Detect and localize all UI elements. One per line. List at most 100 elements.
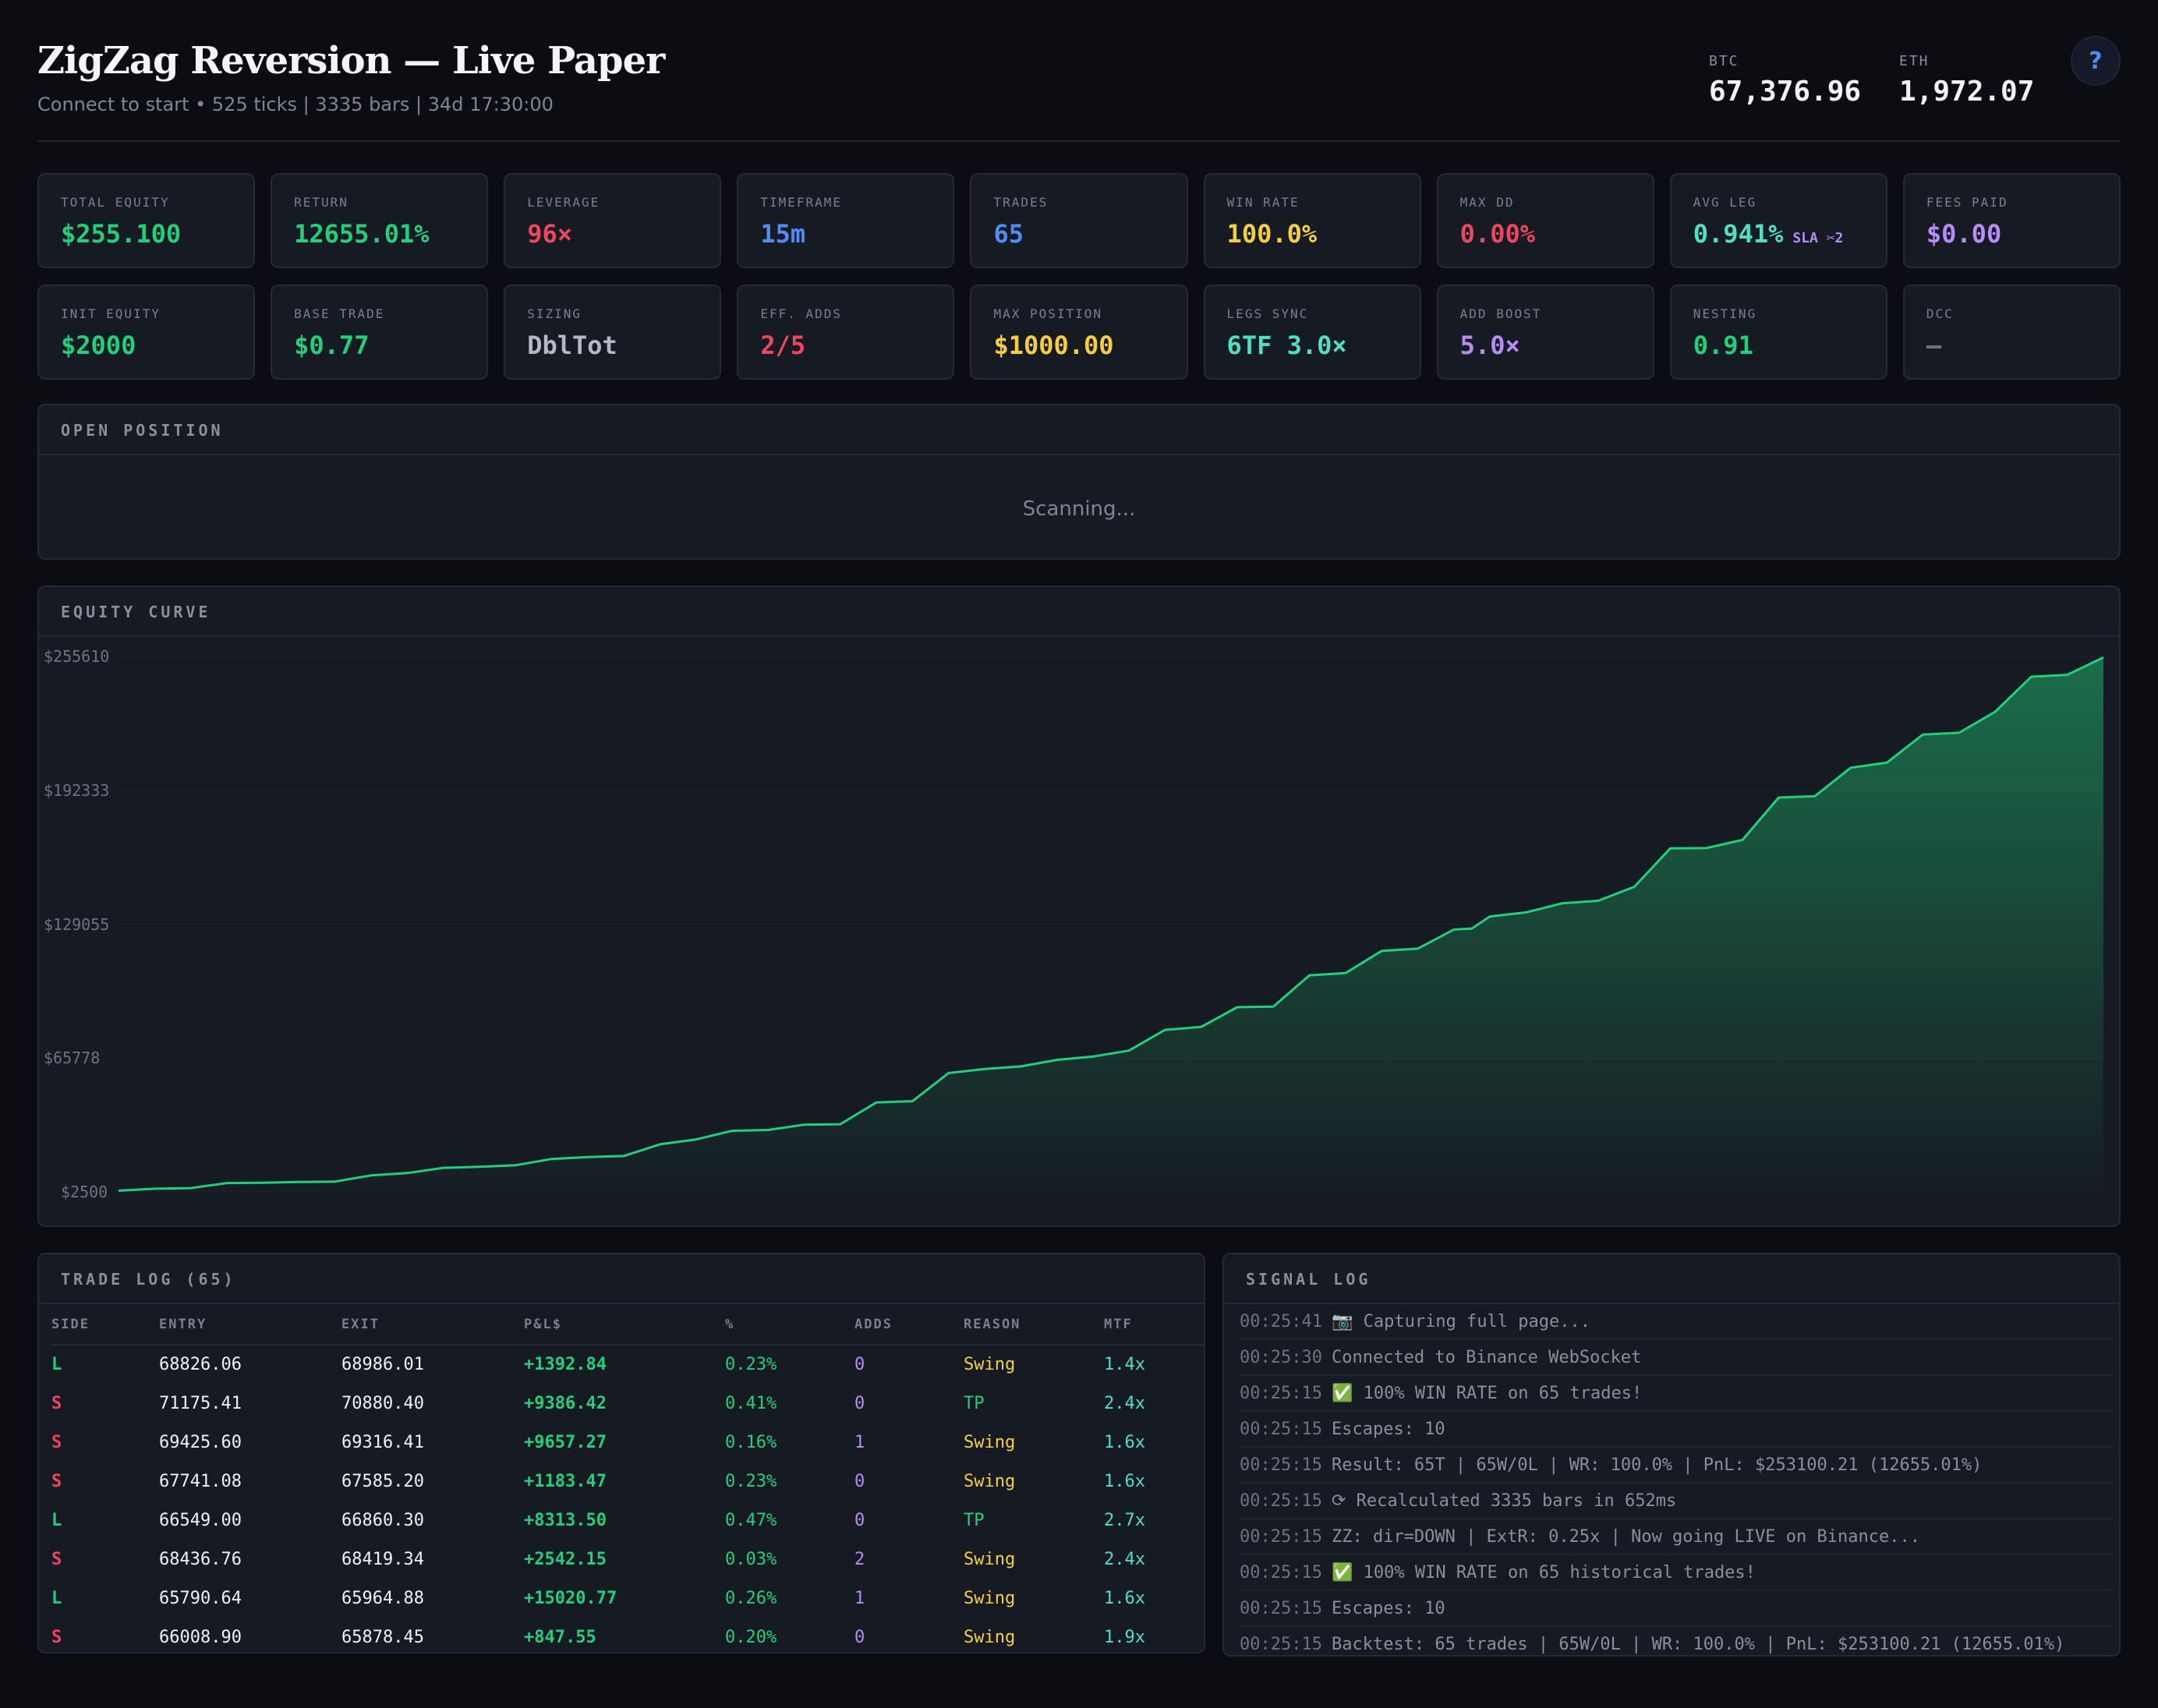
eth-label: ETH [1899, 53, 1930, 69]
log-timestamp: 00:25:15 [1240, 1419, 1322, 1439]
trade-log-body: L 68826.06 68986.01 +1392.84 0.23% 0 Swing 1.4x… [51, 1345, 1204, 1652]
stat-card-sizing: SIZING DblTot [504, 285, 722, 380]
table-row[interactable]: S 69425.60 69316.41 +9657.27 0.16% 1 Swing 1.6x [51, 1423, 1204, 1462]
stat-card-legs-sync: LEGS SYNC 6TF 3.0× [1203, 285, 1421, 380]
log-entry: 00:25:41 📷 Capturing full page... [1240, 1304, 2113, 1340]
trade-log-panel: TRADE LOG (65) SIDE ENTRY EXIT P&L$% ADDS REA… [37, 1253, 1205, 1653]
cell-pct: 0.03% [725, 1549, 777, 1569]
log-timestamp: 00:25:15 [1240, 1562, 1322, 1582]
cell-side: L [51, 1510, 62, 1530]
column-header-pnl[interactable]: P&L$ [524, 1304, 725, 1346]
stat-label: WIN RATE [1226, 195, 1300, 210]
stat-card-trades: TRADES 65 [970, 173, 1188, 268]
stat-value-text: 65 [993, 219, 1024, 249]
log-message: ✅ 100% WIN RATE on 65 historical trades! [1331, 1562, 1756, 1582]
stat-label: FEES PAID [1926, 195, 2008, 210]
cell-side: S [51, 1549, 62, 1569]
equity-chart [118, 656, 2104, 1193]
column-header-mtf[interactable]: MTF [1104, 1304, 1204, 1346]
table-row[interactable]: S 68436.76 68419.34 +2542.15 0.03% 2 Swing 2.4x [51, 1540, 1204, 1579]
stat-value-text: $255.100 [61, 219, 182, 249]
stat-label: DCC [1926, 306, 1954, 321]
stat-label: NESTING [1693, 306, 1757, 321]
stat-label: MAX DD [1459, 195, 1515, 210]
cell-pnl: +15020.77 [524, 1588, 617, 1608]
y-tick-label: $2500 [61, 1183, 108, 1201]
cell-side: S [51, 1471, 62, 1491]
log-message: ZZ: dir=DOWN | ExtR: 0.25x | Now going L… [1331, 1526, 1920, 1547]
stat-label: LEGS SYNC [1226, 306, 1309, 321]
cell-mtf: 1.4x [1104, 1355, 1145, 1374]
cell-side: S [51, 1432, 62, 1452]
column-header-entry[interactable]: ENTRY [159, 1304, 341, 1346]
signal-log-title: SIGNAL LOG [1224, 1254, 2119, 1304]
cell-pct: 0.23% [725, 1355, 777, 1374]
column-header-exit[interactable]: EXIT [341, 1304, 524, 1346]
stat-label: SIZING [527, 306, 582, 321]
stat-value-text: DblTot [527, 331, 617, 360]
stat-value: — [1926, 331, 2119, 360]
equity-area [119, 657, 2103, 1192]
table-row[interactable]: S 66008.90 65878.45 +847.55 0.20% 0 Swing 1.9x [51, 1618, 1204, 1652]
log-timestamp: 00:25:15 [1240, 1455, 1322, 1475]
cell-exit: 68419.34 [341, 1549, 424, 1569]
stat-card-max-position: MAX POSITION $1000.00 [970, 285, 1188, 380]
cell-reason: Swing [964, 1549, 1016, 1569]
column-header-adds[interactable]: ADDS [854, 1304, 964, 1346]
log-entry: 00:25:15 ✅ 100% WIN RATE on 65 historical… [1240, 1555, 2113, 1591]
log-timestamp: 00:25:15 [1240, 1526, 1322, 1547]
stat-value-text: $1000.00 [993, 331, 1114, 360]
y-tick-label: $192333 [44, 780, 110, 800]
cell-adds: 0 [854, 1627, 865, 1647]
log-entry: 00:25:15 Backtest: 65 trades | 65W/0L | W… [1240, 1627, 2113, 1655]
cell-exit: 69316.41 [341, 1432, 424, 1452]
cell-adds: 1 [854, 1432, 865, 1452]
cell-exit: 68986.01 [341, 1355, 424, 1374]
table-row[interactable]: S 67741.08 67585.20 +1183.47 0.23% 0 Swing 1.6x [51, 1462, 1204, 1501]
stat-value-text: — [1926, 331, 1942, 360]
stat-value-text: 5.0× [1459, 331, 1520, 360]
help-button[interactable]: ? [2071, 36, 2121, 86]
stat-value-text: 15m [760, 219, 806, 249]
cell-adds: 0 [854, 1510, 865, 1530]
cell-mtf: 1.6x [1104, 1432, 1145, 1452]
cell-side: S [51, 1627, 62, 1647]
table-row[interactable]: L 65790.64 65964.88 +15020.77 0.26% 1 Swing 1.6… [51, 1579, 1204, 1618]
cell-entry: 66008.90 [159, 1627, 242, 1647]
table-row[interactable]: L 68826.06 68986.01 +1392.84 0.23% 0 Swing 1.4x [51, 1345, 1204, 1384]
stat-value: 0.941% SLA ✂2 [1693, 219, 1886, 249]
column-header-reason[interactable]: REASON [964, 1304, 1104, 1346]
stat-card-nesting: NESTING 0.91 [1669, 285, 1887, 380]
column-header-side[interactable]: SIDE [51, 1304, 159, 1346]
column-header-pct[interactable]: % [725, 1304, 854, 1346]
stat-value: $0.00 [1926, 219, 2119, 249]
table-row[interactable]: L 66549.00 66860.30 +8313.50 0.47% 0 TP 2.7x [51, 1501, 1204, 1540]
log-message: Escapes: 10 [1331, 1419, 1445, 1439]
stat-card-total-equity: TOTAL EQUITY $255.100 [37, 173, 256, 268]
stat-value-text: 100.0% [1226, 219, 1318, 249]
stats-row-config: INIT EQUITY $2000 BASE TRADE $0.77 SIZING Dbl… [37, 285, 2121, 380]
cell-adds: 1 [854, 1588, 865, 1608]
trade-log-header-row: SIDE ENTRY EXIT P&L$% ADDS REASON MTF [51, 1304, 1204, 1346]
stat-value-text: 2/5 [760, 331, 806, 360]
stat-card-return: RETURN 12655.01% [271, 173, 489, 268]
stat-value: 6TF 3.0× [1227, 331, 1420, 360]
log-entry: 00:25:15 Escapes: 10 [1240, 1412, 2113, 1448]
stat-value-text: 0.941% [1693, 219, 1784, 249]
stat-value: $255.100 [61, 219, 253, 249]
cell-pct: 0.23% [725, 1471, 777, 1491]
log-timestamp: 00:25:15 [1240, 1383, 1322, 1403]
cell-pnl: +9657.27 [524, 1432, 607, 1452]
stat-card-max-dd: MAX DD 0.00% [1436, 173, 1654, 268]
stat-label: TRADES [993, 195, 1049, 210]
cell-pnl: +9386.42 [524, 1393, 607, 1413]
stat-card-timeframe: TIMEFRAME 15m [737, 173, 955, 268]
cell-pnl: +2542.15 [524, 1549, 607, 1569]
signal-log-list[interactable]: 00:25:41 📷 Capturing full page... 00:25:30… [1224, 1304, 2119, 1655]
cell-reason: Swing [964, 1588, 1016, 1608]
cell-mtf: 2.7x [1104, 1510, 1145, 1530]
table-row[interactable]: S 71175.41 70880.40 +9386.42 0.41% 0 TP 2.4x [51, 1384, 1204, 1423]
open-position-panel: OPEN POSITION Scanning... [37, 404, 2121, 560]
stat-value-text: 12655.01% [294, 219, 430, 249]
log-entry: 00:25:15 Escapes: 10 [1240, 1591, 2113, 1627]
